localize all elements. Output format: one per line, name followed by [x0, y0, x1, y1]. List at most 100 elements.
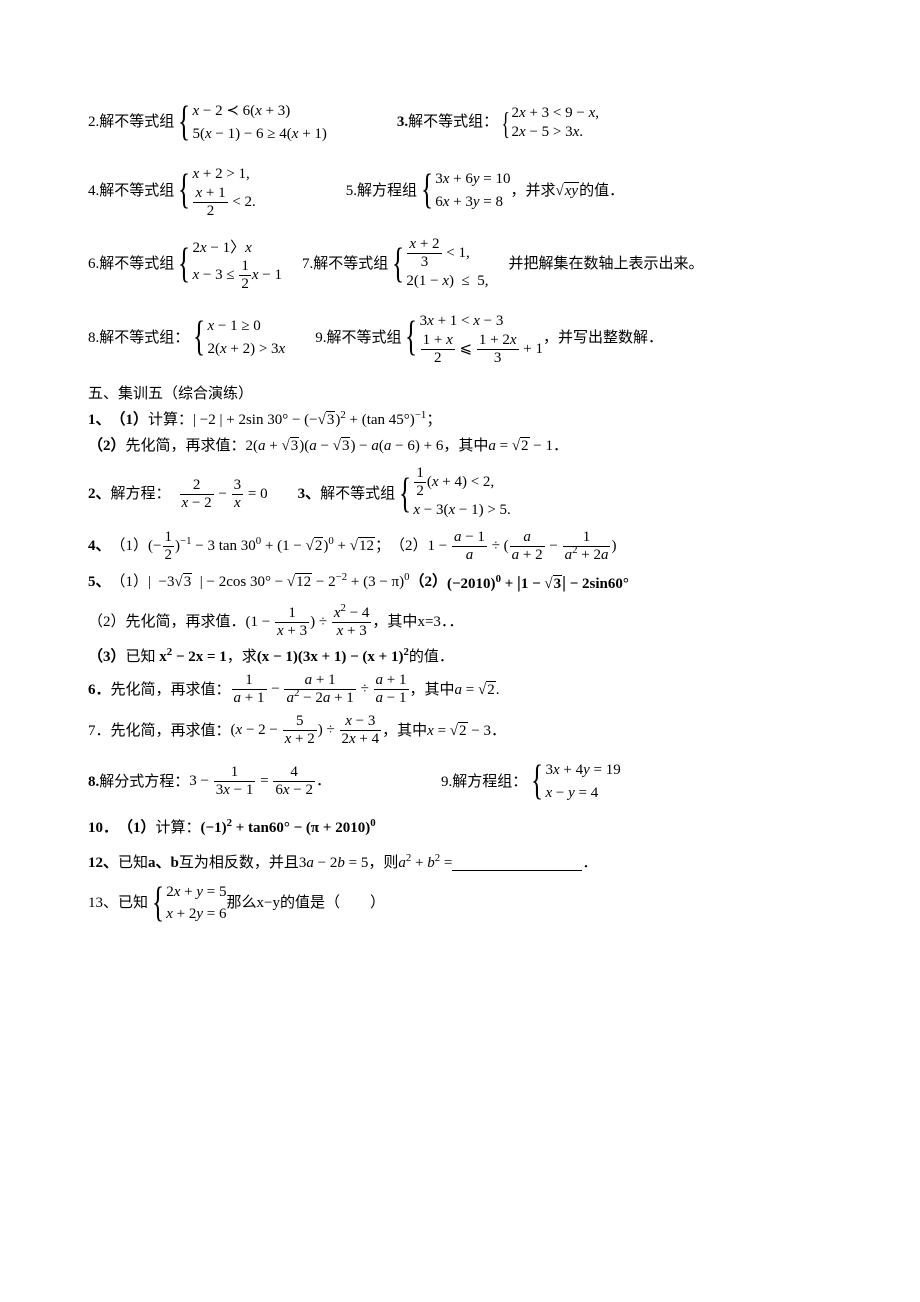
p2-system: { x − 2 ≺ 6(x + 3) 5(x − 1) − 6 ≥ 4(x + …: [174, 100, 327, 145]
q5c-given-label: 已知: [126, 647, 156, 667]
brace-icon: {: [193, 327, 205, 348]
p7-label: 解不等式组: [313, 254, 388, 274]
q12-text2: 互为相反数，并且: [179, 853, 299, 873]
q12-row: 12、 已知 a、b 互为相反数，并且 3a − 2b = 5 ，则 a2 + …: [88, 853, 840, 873]
brace-icon: {: [502, 115, 510, 131]
q12-then: ，则: [368, 853, 398, 873]
q7-simpl: 先化简，再求值：: [111, 721, 231, 741]
brace-icon: {: [406, 327, 418, 348]
q6-expr: 1a + 1 − a + 1a2 − 2a + 1 ÷ a + 1a − 1: [231, 673, 410, 706]
q7-row: 7． 先化简，再求值： (x − 2 − 5x + 2) ÷ x − 32x +…: [88, 714, 840, 747]
brace-icon: {: [178, 112, 190, 133]
q5-p1-label: （1）: [111, 572, 149, 592]
p3-num: 3.: [397, 112, 408, 132]
row-p8-p9: 8. 解不等式组： { x − 1 ≥ 0 2(x + 2) > 3x 9. 解…: [88, 310, 840, 366]
p6-system: { 2x − 1〉x x − 3 ≤ 12x − 1: [174, 237, 282, 293]
q5b-where-val: x=3: [417, 612, 440, 632]
p4-num: 4.: [88, 181, 99, 201]
q1-period: ．: [553, 436, 568, 456]
worksheet-page: 2. 解不等式组 { x − 2 ≺ 6(x + 3) 5(x − 1) − 6…: [0, 0, 920, 994]
q4-p1-expr: (−12)−1 − 3 tan 300 + (1 − √2)0 + √12: [148, 530, 375, 563]
q1-calc-label: 计算：: [148, 410, 193, 430]
q5c-given-expr: x2 − 2x = 1: [156, 647, 227, 667]
q10-p1-label: （1）: [118, 818, 156, 838]
q4-p2-label: （2）: [390, 536, 428, 556]
row-q8-q9: 8. 解分式方程： 3 − 13x − 1 = 46x − 2． 9. 解方程组…: [88, 759, 840, 804]
q2-label: 解方程：: [111, 484, 171, 504]
q13-expr: x−y: [257, 893, 280, 913]
q5b-row: （2） 先化简，再求值． (1 − 1x + 3) ÷ x2 − 4x + 3 …: [88, 606, 840, 639]
q12-num: 12、: [88, 853, 118, 873]
q1-semi: ；: [426, 410, 441, 430]
q13-tail: 的值是（ ）: [280, 893, 385, 913]
p7-system: { x + 23 < 1, 2(1 − x) ≤ 5,: [388, 237, 488, 293]
p8-system: { x − 1 ≥ 0 2(x + 2) > 3x: [189, 315, 285, 360]
q4-semi: ；: [375, 536, 390, 556]
q9b-label: 解方程组：: [452, 772, 527, 792]
q1-where-val: a = √2 − 1: [488, 436, 553, 456]
p9-system: { 3x + 1 < x − 3 1 + x2 ⩽ 1 + 2x3 + 1: [401, 310, 543, 366]
q6-row: 6． 先化简，再求值： 1a + 1 − a + 1a2 − 2a + 1 ÷ …: [88, 673, 840, 706]
q3-system: { 12(x + 4) < 2, x − 3(x − 1) > 5.: [395, 466, 511, 522]
q12-blank[interactable]: [452, 855, 582, 871]
q2-num: 2、: [88, 484, 111, 504]
section5-title: 五、集训五（综合演练）: [88, 384, 840, 404]
q5c-tail: 的值．: [409, 647, 454, 667]
q8-label: 解分式方程：: [99, 772, 189, 792]
q5b-where: ，其中: [372, 612, 417, 632]
brace-icon: {: [531, 771, 543, 792]
q5b-expr: (1 − 1x + 3) ÷ x2 − 4x + 3: [246, 606, 373, 639]
q5-p1-expr: | −3√3 | − 2cos 30° − √12 − 2−2 + (3 − π…: [148, 572, 409, 592]
brace-icon: {: [152, 893, 164, 914]
q1-where: ，其中: [443, 436, 488, 456]
q1-expr2: 2(a + √3)(a − √3) − a(a − 6) + 6: [246, 436, 444, 456]
p2-label: 解不等式组: [99, 112, 174, 132]
q1-p2-label: （2）: [88, 436, 126, 456]
q5c-row: （3） 已知 x2 − 2x = 1 ，求 (x − 1)(3x + 1) − …: [88, 647, 840, 667]
row-p4-p5: 4. 解不等式组 { x + 2 > 1, x + 12 < 2. 5. 解方程…: [88, 163, 840, 219]
q9b-num: 9.: [441, 772, 452, 792]
p4-system: { x + 2 > 1, x + 12 < 2.: [174, 163, 256, 219]
q7-where-val: x = √2 − 3: [427, 721, 491, 741]
p9-tail: ，并写出整数解．: [543, 328, 663, 348]
p8-num: 8.: [88, 328, 99, 348]
p3-label: 解不等式组：: [408, 112, 498, 132]
p6-num: 6.: [88, 254, 99, 274]
p7-axis: 并把解集在数轴上表示出来。: [509, 254, 704, 274]
p5-label: 解方程组: [357, 181, 417, 201]
q7-where: ，其中: [382, 721, 427, 741]
p4-label: 解不等式组: [99, 181, 174, 201]
q5b-label: （2）: [88, 612, 126, 632]
q4-num: 4、: [88, 536, 111, 556]
q12-given-expr: 3a − 2b = 5: [299, 853, 368, 873]
q5b-simpl: 先化简，再求值．: [126, 612, 246, 632]
q10-calc-label: 计算：: [156, 818, 201, 838]
row-q2-q3: 2、 解方程： 2x − 2 − 3x = 0 3、 解不等式组 { 12(x …: [88, 466, 840, 522]
p6-label: 解不等式组: [99, 254, 174, 274]
q12-then-expr: a2 + b2 =: [398, 853, 452, 873]
p9-num: 9.: [315, 328, 326, 348]
p9-label: 解不等式组: [326, 328, 401, 348]
q12-text1: 已知: [118, 853, 148, 873]
q5-p2-label: （2）: [410, 572, 448, 592]
q7-expr: (x − 2 − 5x + 2) ÷ x − 32x + 4: [231, 714, 383, 747]
p7-num: 7.: [302, 254, 313, 274]
q13-system: { 2x + y = 5 x + 2y = 6: [148, 881, 226, 926]
q12-period: ．: [582, 853, 597, 873]
row-p2-p3: 2. 解不等式组 { x − 2 ≺ 6(x + 3) 5(x − 1) − 6…: [88, 100, 840, 145]
q13-num: 13、: [88, 893, 118, 913]
q5c-label: （3）: [88, 647, 126, 667]
row-p6-p7: 6. 解不等式组 { 2x − 1〉x x − 3 ≤ 12x − 1 7. 解…: [88, 237, 840, 293]
p5-tail2: 的值．: [579, 181, 624, 201]
p5-num: 5.: [346, 181, 357, 201]
q7-period: ．: [491, 721, 506, 741]
q7-num: 7．: [88, 721, 111, 741]
p5-tail1: ，并求: [511, 181, 556, 201]
q10-expr: (−1)2 + tan60° − (π + 2010)0: [201, 818, 376, 838]
q13-given: 已知: [118, 893, 148, 913]
brace-icon: {: [392, 254, 404, 275]
q1-part1: 1、 （1） 计算： | −2 | + 2sin 30° − (−√3)2 + …: [88, 410, 840, 430]
brace-icon: {: [399, 484, 411, 505]
q6-simpl: 先化简，再求值：: [111, 680, 231, 700]
q5b-dot: ．．: [441, 612, 464, 632]
